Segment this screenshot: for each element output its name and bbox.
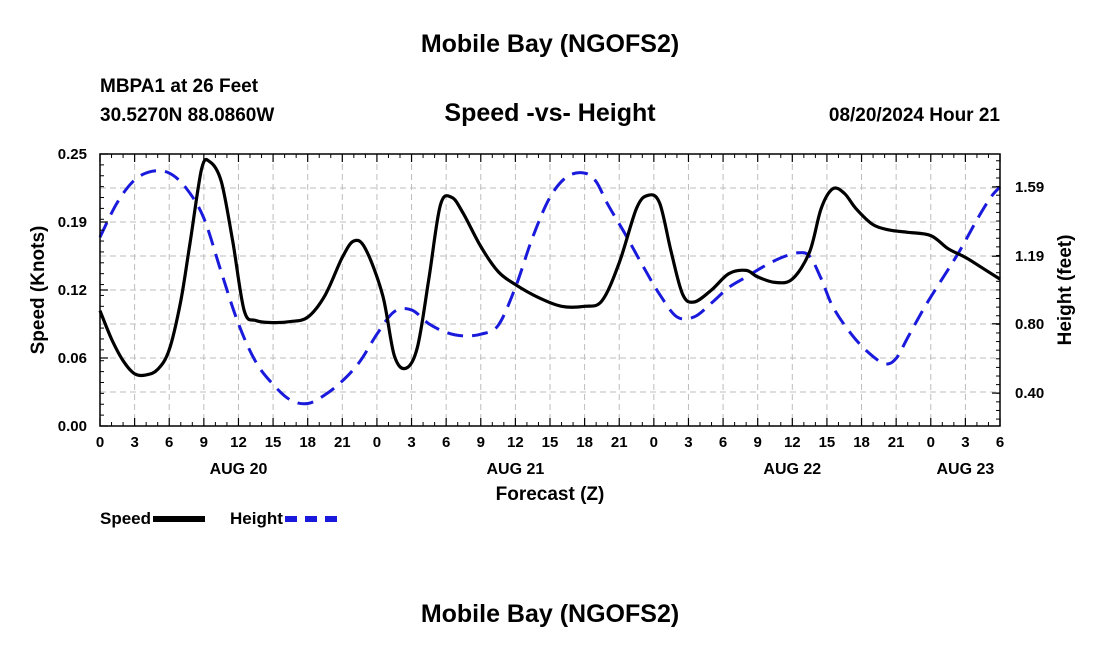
grid	[100, 154, 1000, 426]
x-tick-label: 12	[507, 434, 524, 451]
legend-speed-swatch	[153, 516, 206, 522]
date-label: AUG 22	[763, 461, 821, 478]
x-tick-label: 18	[299, 434, 316, 451]
height-series-line	[98, 169, 1002, 406]
axes: 0 3 6 9 12 15 18 21 0 3 6 9 12 15 18 21 0 3 6 9 12 15 18 21 0 3 6A…	[58, 146, 1044, 478]
x-tick-label: 9	[477, 434, 485, 451]
x-tick-label: 15	[819, 434, 836, 451]
x-tick-label: 9	[200, 434, 208, 451]
x-tick-label: 0	[650, 434, 658, 451]
x-tick-label: 6	[165, 434, 173, 451]
main-title: Mobile Bay (NGOFS2)	[420, 30, 680, 58]
x-axis-label: Forecast (Z)	[496, 484, 605, 505]
legend-height-swatch	[284, 516, 337, 522]
y-axis-right-label: Height (feet)	[1055, 235, 1076, 346]
y-right-tick-label: 1.59	[1015, 179, 1044, 196]
x-tick-label: 0	[373, 434, 381, 451]
forecast-datetime: 08/20/2024 Hour 21	[828, 105, 1000, 126]
y-right-tick-label: 0.40	[1015, 385, 1044, 402]
x-tick-label: 15	[542, 434, 559, 451]
legend-speed: Speed	[100, 508, 206, 530]
x-tick-label: 12	[230, 434, 247, 451]
x-tick-label: 21	[888, 434, 905, 451]
station-coordinates: 30.5270N 88.0860W	[100, 105, 275, 126]
y-right-tick-label: 0.80	[1015, 316, 1044, 333]
x-tick-label: 21	[611, 434, 628, 451]
legend-height: Height	[230, 508, 337, 530]
y-left-tick-label: 0.12	[58, 282, 87, 299]
x-tick-label: 18	[576, 434, 593, 451]
legend-speed-label: Speed	[100, 509, 152, 528]
x-tick-label: 3	[130, 434, 138, 451]
y-axis-left-label: Speed (Knots)	[28, 226, 49, 355]
x-tick-label: 15	[265, 434, 282, 451]
date-label: AUG 20	[210, 461, 268, 478]
series-group	[98, 157, 1002, 406]
station-label: MBPA1 at 26 Feet	[100, 76, 259, 97]
x-tick-label: 18	[853, 434, 870, 451]
x-tick-label: 0	[927, 434, 935, 451]
y-left-tick-label: 0.00	[58, 418, 87, 435]
x-tick-label: 3	[961, 434, 969, 451]
chart-title: Speed -vs- Height	[444, 99, 656, 127]
date-label: AUG 21	[486, 461, 544, 478]
legend-height-label: Height	[230, 509, 283, 528]
date-label: AUG 23	[936, 461, 994, 478]
x-tick-label: 6	[442, 434, 450, 451]
x-tick-label: 21	[334, 434, 351, 451]
x-tick-label: 6	[996, 434, 1004, 451]
x-tick-label: 0	[96, 434, 104, 451]
y-left-tick-label: 0.19	[58, 214, 87, 231]
x-tick-label: 9	[754, 434, 762, 451]
y-right-tick-label: 1.19	[1015, 248, 1044, 265]
y-left-tick-label: 0.25	[58, 146, 87, 163]
speed-series-line	[98, 157, 1001, 378]
x-tick-label: 6	[719, 434, 727, 451]
x-tick-label: 3	[407, 434, 415, 451]
footer-title: Mobile Bay (NGOFS2)	[420, 600, 680, 628]
x-tick-label: 12	[784, 434, 801, 451]
x-tick-label: 3	[684, 434, 692, 451]
y-left-tick-label: 0.06	[58, 350, 87, 367]
